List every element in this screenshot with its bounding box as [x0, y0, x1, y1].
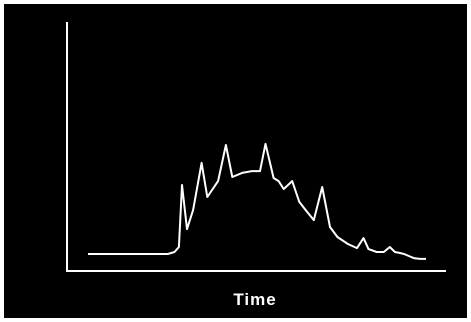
chart-panel [4, 4, 467, 318]
series-line-0 [88, 142, 426, 260]
x-axis-label: Time [233, 290, 276, 309]
